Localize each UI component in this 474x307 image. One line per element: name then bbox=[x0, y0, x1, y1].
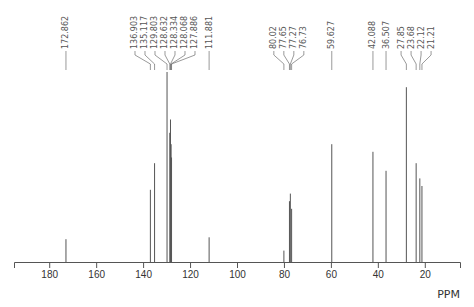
leader-line bbox=[171, 51, 185, 70]
leader-line bbox=[411, 51, 416, 70]
leader-line bbox=[290, 51, 293, 70]
peak-label: 22.12 bbox=[417, 26, 426, 49]
peak bbox=[167, 72, 168, 262]
peak bbox=[289, 201, 290, 262]
peak-label: 111.881 bbox=[205, 16, 214, 49]
tick: 40 bbox=[373, 262, 385, 280]
peak bbox=[171, 158, 172, 263]
leader-line bbox=[284, 51, 290, 70]
peak bbox=[406, 87, 407, 262]
peak bbox=[150, 190, 151, 262]
peak-label: 80.02 bbox=[269, 26, 278, 49]
tick: 20 bbox=[420, 262, 432, 280]
peak bbox=[283, 251, 284, 262]
leader-line bbox=[65, 51, 66, 70]
leader-line bbox=[386, 51, 387, 70]
leader-line bbox=[422, 51, 431, 70]
peak-label: 27.85 bbox=[397, 26, 406, 49]
peak-label: 129.803 bbox=[150, 16, 159, 49]
peak-label: 77.65 bbox=[279, 26, 288, 49]
x-axis: 180 160 140 120 100 80 60 40 20 bbox=[15, 262, 461, 280]
peak bbox=[65, 239, 66, 262]
peak bbox=[171, 144, 172, 262]
leader-line bbox=[172, 51, 195, 70]
tick-label: 80 bbox=[279, 269, 291, 280]
peak-label: 36.507 bbox=[382, 21, 391, 49]
leader-line bbox=[274, 51, 284, 70]
peak-label: 136.903 bbox=[130, 16, 139, 49]
peak bbox=[331, 144, 332, 262]
leader-line bbox=[331, 51, 332, 70]
leader-line bbox=[145, 51, 155, 70]
peak bbox=[372, 152, 373, 262]
peak bbox=[291, 209, 292, 262]
tick-label: 120 bbox=[182, 269, 199, 280]
leader-line bbox=[372, 51, 373, 70]
tick-mark bbox=[284, 262, 285, 268]
tick: 60 bbox=[326, 262, 338, 280]
x-axis-label: PPM bbox=[437, 288, 460, 301]
tick: 120 bbox=[182, 262, 199, 280]
peak-label: 21.21 bbox=[427, 26, 436, 49]
tick-mark bbox=[96, 262, 97, 268]
leader-line bbox=[165, 51, 170, 70]
peak-label: 59.627 bbox=[327, 21, 336, 49]
peak-label: 128.632 bbox=[160, 16, 169, 49]
tick-label: 40 bbox=[373, 269, 385, 280]
tick: 180 bbox=[41, 262, 58, 280]
peak bbox=[154, 163, 155, 262]
tick: 100 bbox=[229, 262, 246, 280]
leader-line bbox=[135, 51, 150, 70]
tick: 160 bbox=[88, 262, 105, 280]
peak bbox=[209, 237, 210, 262]
leader-line bbox=[420, 51, 421, 70]
leader-line bbox=[292, 51, 304, 70]
peak bbox=[419, 178, 420, 262]
tick-mark bbox=[425, 262, 426, 268]
tick: 80 bbox=[279, 262, 291, 280]
peaks bbox=[66, 72, 422, 262]
tick-label: 60 bbox=[326, 269, 338, 280]
tick-mark bbox=[378, 262, 379, 268]
peak bbox=[416, 163, 417, 262]
peak-label: 135.117 bbox=[140, 16, 149, 49]
peak-label: 76.73 bbox=[299, 26, 308, 49]
tick-label: 180 bbox=[41, 269, 58, 280]
tick-label: 140 bbox=[135, 269, 152, 280]
peak-label: 77.27 bbox=[289, 26, 298, 49]
axis-line bbox=[15, 263, 461, 269]
peak-label: 127.886 bbox=[190, 16, 199, 49]
tick-mark bbox=[331, 262, 332, 268]
peak-labels: 172.862 136.903135.117129.803128.632128.3… bbox=[61, 16, 435, 70]
peak-label: 128.334 bbox=[170, 16, 179, 49]
peak bbox=[170, 120, 171, 263]
tick-mark bbox=[143, 262, 144, 268]
tick-mark bbox=[190, 262, 191, 268]
peak-label: 42.088 bbox=[368, 21, 377, 49]
leader-line bbox=[209, 51, 210, 70]
peak bbox=[386, 171, 387, 262]
tick: 140 bbox=[135, 262, 152, 280]
peak-label: 172.862 bbox=[61, 16, 70, 49]
leader-line bbox=[401, 51, 406, 70]
tick-mark bbox=[237, 262, 238, 268]
tick-label: 160 bbox=[88, 269, 105, 280]
tick-label: 100 bbox=[229, 269, 246, 280]
peak bbox=[421, 186, 422, 262]
tick-label: 20 bbox=[420, 269, 432, 280]
peak-label: 23.68 bbox=[407, 26, 416, 49]
tick-mark bbox=[49, 262, 50, 268]
peak bbox=[290, 194, 291, 262]
chart: 180 160 140 120 100 80 60 40 20 PPM 172.862 136.903… bbox=[0, 0, 474, 307]
peak-label: 128.068 bbox=[180, 16, 189, 49]
